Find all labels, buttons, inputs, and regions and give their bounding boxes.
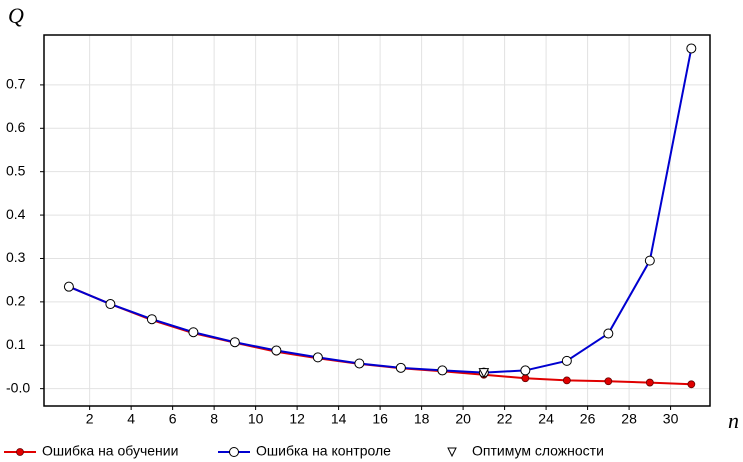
point xyxy=(188,327,199,338)
legend-label: Ошибка на обучении xyxy=(42,443,178,459)
x-tick-label: 16 xyxy=(372,411,388,427)
point xyxy=(229,337,240,348)
x-tick-label: 8 xyxy=(210,411,218,427)
point xyxy=(312,352,323,363)
x-tick-label: 4 xyxy=(127,411,135,427)
plot xyxy=(63,43,697,389)
point xyxy=(105,299,116,310)
y-tick-label: 0.7 xyxy=(6,76,26,92)
point xyxy=(395,362,406,373)
y-tick-label: 0.2 xyxy=(6,293,26,309)
point xyxy=(562,376,571,385)
x-tick-label: 18 xyxy=(414,411,430,427)
y-tick-label: 0.3 xyxy=(6,249,26,265)
x-tick-label: 14 xyxy=(331,411,347,427)
x-tick-label: 20 xyxy=(455,411,471,427)
point xyxy=(603,328,614,339)
x-tick-label: 10 xyxy=(248,411,264,427)
point xyxy=(437,365,448,376)
point xyxy=(604,377,613,386)
point xyxy=(520,365,531,376)
point xyxy=(63,281,74,292)
plot-frame xyxy=(43,34,711,407)
legend-marker xyxy=(16,448,24,456)
legend-marker xyxy=(229,447,239,457)
x-tick-label: 24 xyxy=(538,411,554,427)
x-tick-label: 30 xyxy=(663,411,679,427)
series-line xyxy=(68,48,693,374)
legend-label: Оптимум сложности xyxy=(472,443,604,459)
y-tick-label: 0.5 xyxy=(6,162,26,178)
legend-label: Ошибка на контроле xyxy=(256,443,391,459)
x-tick-label: 28 xyxy=(621,411,637,427)
y-tick-label: 0.6 xyxy=(6,119,26,135)
x-axis-label: n xyxy=(728,408,739,433)
x-tick-label: 6 xyxy=(169,411,177,427)
grid: 2 4 6 8 10 12 14 16 18 20 22 24 26 28 30-0.00.10.20.30… xyxy=(6,35,710,427)
y-tick-label: 0.1 xyxy=(6,336,26,352)
point xyxy=(354,358,365,369)
y-axis-label: Q xyxy=(8,3,24,28)
legend: Ошибка на обучении Ошибка на контроле Опти… xyxy=(4,443,604,459)
y-tick-label: -0.0 xyxy=(6,379,30,395)
x-tick-label: 22 xyxy=(497,411,513,427)
x-tick-label: 12 xyxy=(289,411,305,427)
y-tick-label: 0.4 xyxy=(6,206,26,222)
point xyxy=(271,345,282,356)
x-tick-label: 2 xyxy=(86,411,94,427)
point xyxy=(146,314,157,325)
point xyxy=(686,43,697,54)
point xyxy=(645,378,654,387)
point xyxy=(644,255,655,266)
point xyxy=(521,374,530,383)
point xyxy=(687,380,696,389)
optimum-marker xyxy=(478,368,490,379)
point xyxy=(561,355,572,366)
legend-marker xyxy=(447,447,457,458)
x-tick-label: 26 xyxy=(580,411,596,427)
